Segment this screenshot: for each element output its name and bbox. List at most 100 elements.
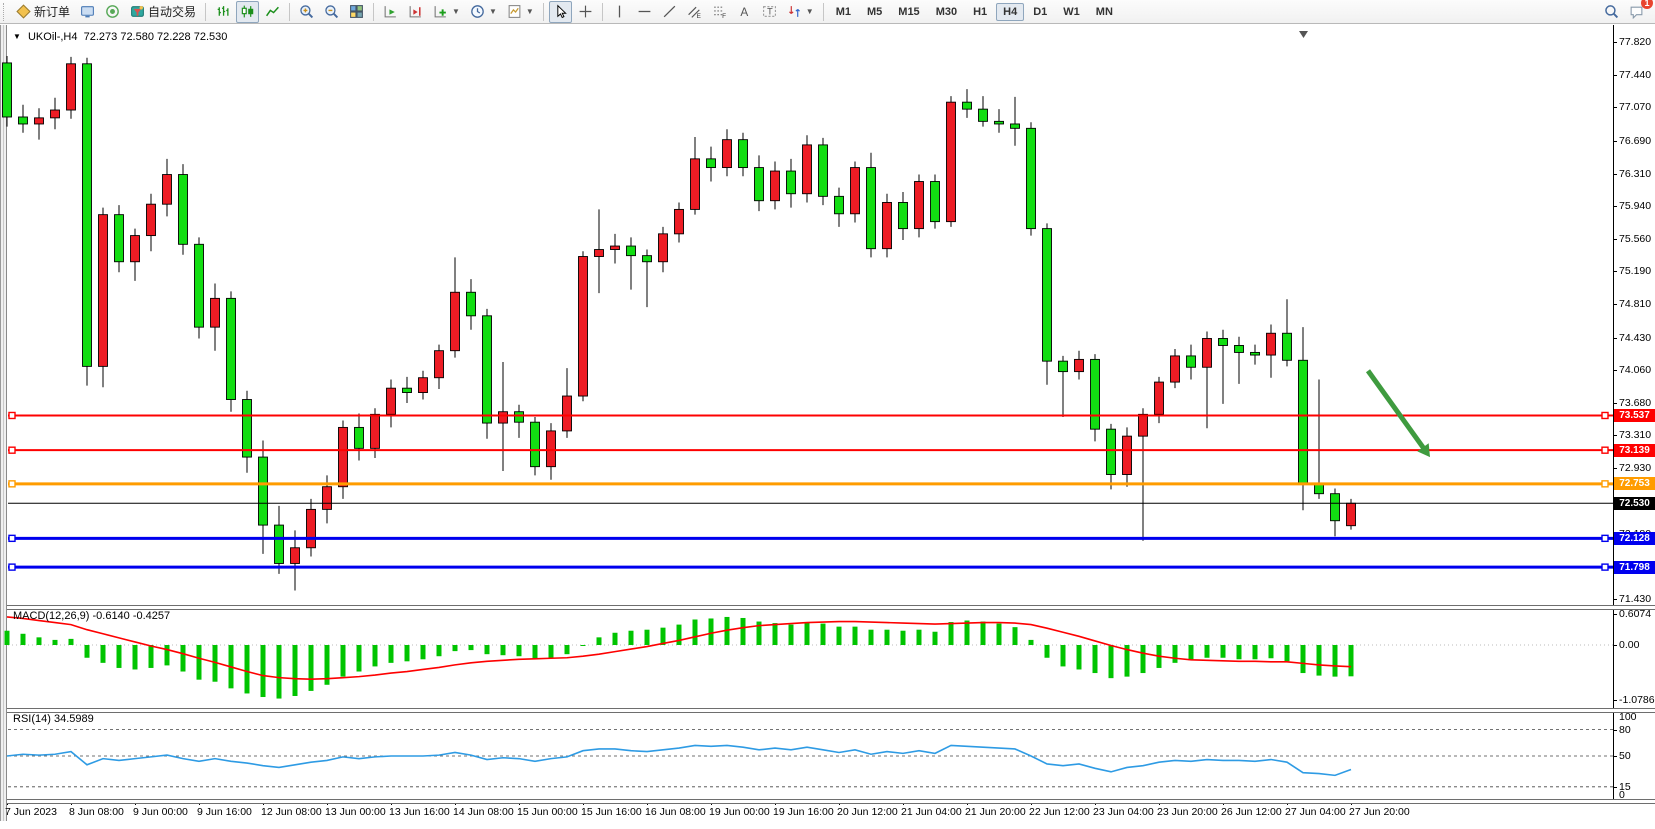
candle[interactable]: [1042, 223, 1052, 385]
candle[interactable]: [658, 226, 668, 273]
candle[interactable]: [274, 505, 284, 574]
candle[interactable]: [690, 137, 700, 215]
candle[interactable]: [1186, 344, 1196, 380]
candle[interactable]: [338, 420, 348, 499]
tile-windows-button[interactable]: [345, 1, 368, 23]
candle[interactable]: [466, 279, 476, 330]
candle[interactable]: [930, 174, 940, 229]
trendline-tool-button[interactable]: [658, 1, 681, 23]
candle[interactable]: [178, 164, 188, 255]
candle[interactable]: [642, 249, 652, 308]
candle[interactable]: [66, 56, 76, 119]
candle[interactable]: [306, 498, 316, 557]
candle[interactable]: [754, 155, 764, 212]
candle[interactable]: [386, 379, 396, 428]
candle[interactable]: [130, 228, 140, 281]
crosshair-button[interactable]: [574, 1, 597, 23]
candle[interactable]: [450, 257, 460, 358]
candle[interactable]: [146, 193, 156, 252]
candle[interactable]: [882, 193, 892, 258]
candle[interactable]: [674, 202, 684, 243]
candle[interactable]: [1090, 354, 1100, 442]
candle[interactable]: [434, 344, 444, 390]
hline-object-73.537[interactable]: [8, 411, 1613, 420]
candle[interactable]: [418, 370, 428, 400]
timeframe-button-m15[interactable]: M15: [898, 5, 920, 18]
candle[interactable]: [354, 413, 364, 461]
fibonacci-tool-button[interactable]: F: [708, 1, 731, 23]
candle[interactable]: [1138, 408, 1148, 541]
candle[interactable]: [866, 152, 876, 258]
auto-trading-button[interactable]: 自动交易: [126, 1, 200, 23]
candle[interactable]: [514, 404, 524, 438]
candle[interactable]: [850, 161, 860, 223]
candle[interactable]: [50, 97, 60, 130]
chart-shift-button[interactable]: [404, 1, 427, 23]
candle[interactable]: [610, 233, 620, 264]
candle[interactable]: [834, 187, 844, 227]
candle[interactable]: [210, 283, 220, 351]
equidistant-channel-tool-button[interactable]: E: [683, 1, 706, 23]
line-handle[interactable]: [1601, 411, 1609, 420]
hline-object-73.139[interactable]: [8, 446, 1613, 454]
text-tool-button[interactable]: A: [733, 1, 756, 23]
line-handle[interactable]: [1601, 563, 1609, 571]
timeframe-button-w1[interactable]: W1: [1063, 5, 1080, 18]
search-button[interactable]: [1600, 1, 1623, 23]
candle[interactable]: [722, 129, 732, 177]
timeframe-button-h4[interactable]: H4: [996, 2, 1025, 21]
zoom-out-button[interactable]: [320, 1, 343, 23]
candle[interactable]: [994, 109, 1004, 133]
candle[interactable]: [1010, 96, 1020, 146]
candle[interactable]: [1282, 299, 1292, 367]
candle[interactable]: [786, 158, 796, 208]
candle[interactable]: [1106, 423, 1116, 490]
candle[interactable]: [98, 207, 108, 388]
candle[interactable]: [1058, 355, 1068, 417]
candle[interactable]: [226, 291, 236, 412]
candle[interactable]: [34, 108, 44, 140]
line-handle[interactable]: [1601, 446, 1609, 454]
arrow-annotation[interactable]: [1365, 369, 1430, 458]
candle[interactable]: [546, 423, 556, 480]
bar-chart-button[interactable]: [211, 1, 234, 23]
candle[interactable]: [18, 104, 28, 133]
vertical-line-tool-button[interactable]: [608, 1, 631, 23]
rsi-pane-splitter[interactable]: [7, 708, 1655, 713]
timeframe-button-mn[interactable]: MN: [1095, 5, 1113, 18]
candle[interactable]: [530, 416, 540, 476]
window-left-frame[interactable]: [0, 25, 7, 821]
periods-button[interactable]: ▼: [466, 1, 501, 23]
line-handle[interactable]: [1601, 480, 1609, 488]
candle[interactable]: [594, 209, 604, 294]
candle[interactable]: [290, 530, 300, 591]
timeframe-button-m30[interactable]: M30: [935, 5, 958, 18]
new-order-button[interactable]: 新订单: [12, 1, 74, 23]
zoom-in-button[interactable]: [295, 1, 318, 23]
horizontal-line-tool-button[interactable]: [633, 1, 656, 23]
chart-shift-marker-icon[interactable]: [1299, 31, 1308, 38]
candle[interactable]: [770, 161, 780, 210]
indicators-button[interactable]: ▼: [429, 1, 464, 23]
signals-button[interactable]: [101, 1, 124, 23]
candle[interactable]: [498, 362, 508, 472]
candle[interactable]: [114, 205, 124, 273]
cursor-button[interactable]: [548, 0, 572, 23]
timeframe-button-h1[interactable]: H1: [973, 5, 988, 18]
candle[interactable]: [818, 137, 828, 206]
timeframe-button-m1[interactable]: M1: [835, 5, 851, 18]
candlestick-chart-button[interactable]: [236, 0, 260, 23]
candle[interactable]: [1170, 348, 1180, 389]
candle[interactable]: [1330, 488, 1340, 537]
candle[interactable]: [1026, 122, 1036, 236]
candle[interactable]: [242, 390, 252, 473]
candle[interactable]: [562, 368, 572, 438]
candle[interactable]: [738, 132, 748, 177]
line-handle[interactable]: [8, 563, 16, 571]
line-chart-button[interactable]: [261, 1, 284, 23]
candle[interactable]: [162, 158, 172, 217]
hline-object-71.798[interactable]: [8, 563, 1613, 571]
macd-pane-splitter[interactable]: [7, 605, 1655, 610]
line-handle[interactable]: [8, 411, 16, 420]
line-handle[interactable]: [1601, 534, 1609, 543]
